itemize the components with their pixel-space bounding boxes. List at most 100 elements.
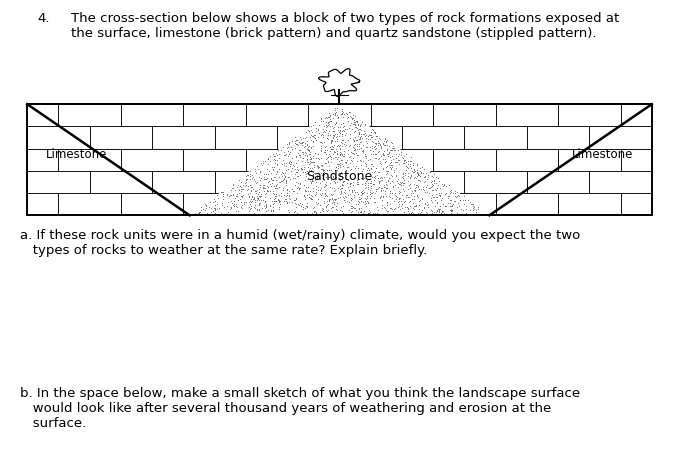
Point bbox=[421, 208, 432, 215]
Point bbox=[343, 117, 354, 125]
Point bbox=[327, 194, 337, 202]
Point bbox=[453, 199, 464, 206]
Point bbox=[382, 202, 392, 209]
Point bbox=[416, 208, 427, 216]
Point bbox=[256, 193, 267, 200]
Point bbox=[268, 176, 278, 184]
Point bbox=[279, 151, 290, 159]
Point bbox=[335, 111, 346, 118]
Point bbox=[452, 191, 463, 199]
Point bbox=[293, 200, 304, 207]
Point bbox=[400, 203, 411, 210]
Point bbox=[335, 149, 346, 156]
Point bbox=[380, 188, 390, 195]
Point bbox=[410, 167, 421, 175]
Point bbox=[301, 134, 312, 141]
Point bbox=[452, 209, 463, 217]
Point bbox=[385, 147, 396, 154]
Point bbox=[270, 184, 280, 192]
Point bbox=[337, 177, 348, 185]
Point bbox=[375, 152, 386, 160]
Point bbox=[416, 163, 427, 171]
Point bbox=[279, 159, 290, 166]
Point bbox=[409, 187, 420, 194]
Point bbox=[397, 200, 407, 208]
Point bbox=[336, 127, 347, 134]
Point bbox=[349, 128, 360, 135]
Point bbox=[378, 164, 388, 171]
Point bbox=[460, 206, 471, 213]
Point bbox=[387, 143, 398, 150]
Point bbox=[445, 207, 456, 214]
Point bbox=[407, 169, 418, 176]
Point bbox=[319, 128, 330, 136]
Point bbox=[334, 130, 345, 137]
Point bbox=[212, 200, 223, 207]
Point bbox=[314, 209, 325, 216]
Point bbox=[396, 148, 407, 156]
Point bbox=[335, 170, 346, 177]
Point bbox=[240, 181, 251, 188]
Point bbox=[331, 104, 342, 111]
Point bbox=[410, 181, 421, 188]
Point bbox=[361, 189, 372, 197]
Point bbox=[350, 163, 361, 170]
Point bbox=[337, 157, 348, 164]
Point bbox=[292, 172, 303, 180]
Point bbox=[310, 134, 320, 142]
Point bbox=[269, 199, 280, 206]
Point bbox=[327, 138, 337, 145]
Point bbox=[274, 173, 285, 181]
Point bbox=[344, 166, 355, 173]
Point bbox=[369, 143, 380, 150]
Point bbox=[293, 185, 304, 193]
Point bbox=[449, 193, 460, 200]
Point bbox=[307, 164, 318, 172]
Point bbox=[354, 128, 365, 136]
Point bbox=[304, 147, 314, 155]
Point bbox=[343, 113, 354, 120]
Point bbox=[356, 168, 367, 175]
Point bbox=[412, 169, 423, 176]
Point bbox=[332, 136, 343, 143]
Point bbox=[356, 130, 367, 138]
Point bbox=[335, 190, 346, 198]
Point bbox=[328, 131, 339, 139]
Point bbox=[268, 150, 279, 158]
Point bbox=[426, 184, 437, 191]
Point bbox=[346, 157, 357, 165]
Point bbox=[349, 123, 360, 130]
Point bbox=[320, 187, 331, 194]
Point bbox=[386, 164, 397, 172]
Point bbox=[242, 191, 253, 198]
Point bbox=[309, 133, 320, 141]
Point bbox=[365, 143, 375, 150]
Point bbox=[354, 138, 365, 145]
Point bbox=[371, 188, 382, 195]
Point bbox=[295, 185, 306, 192]
Point bbox=[255, 200, 265, 207]
Point bbox=[390, 204, 401, 212]
Point bbox=[225, 204, 236, 211]
Point bbox=[433, 205, 443, 213]
Point bbox=[322, 134, 333, 141]
Point bbox=[359, 207, 370, 214]
Point bbox=[307, 209, 318, 217]
Point bbox=[428, 194, 439, 201]
Point bbox=[319, 170, 330, 177]
Point bbox=[409, 206, 420, 213]
Point bbox=[360, 181, 371, 188]
Point bbox=[331, 108, 342, 116]
Point bbox=[308, 158, 319, 166]
Point bbox=[431, 186, 442, 194]
Point bbox=[388, 144, 399, 152]
Point bbox=[324, 113, 335, 121]
Point bbox=[411, 162, 422, 169]
Point bbox=[314, 130, 325, 137]
Point bbox=[434, 208, 445, 216]
Point bbox=[265, 175, 276, 183]
Point bbox=[240, 176, 251, 184]
Point bbox=[292, 211, 303, 218]
Point bbox=[245, 186, 256, 194]
Point bbox=[386, 139, 397, 147]
